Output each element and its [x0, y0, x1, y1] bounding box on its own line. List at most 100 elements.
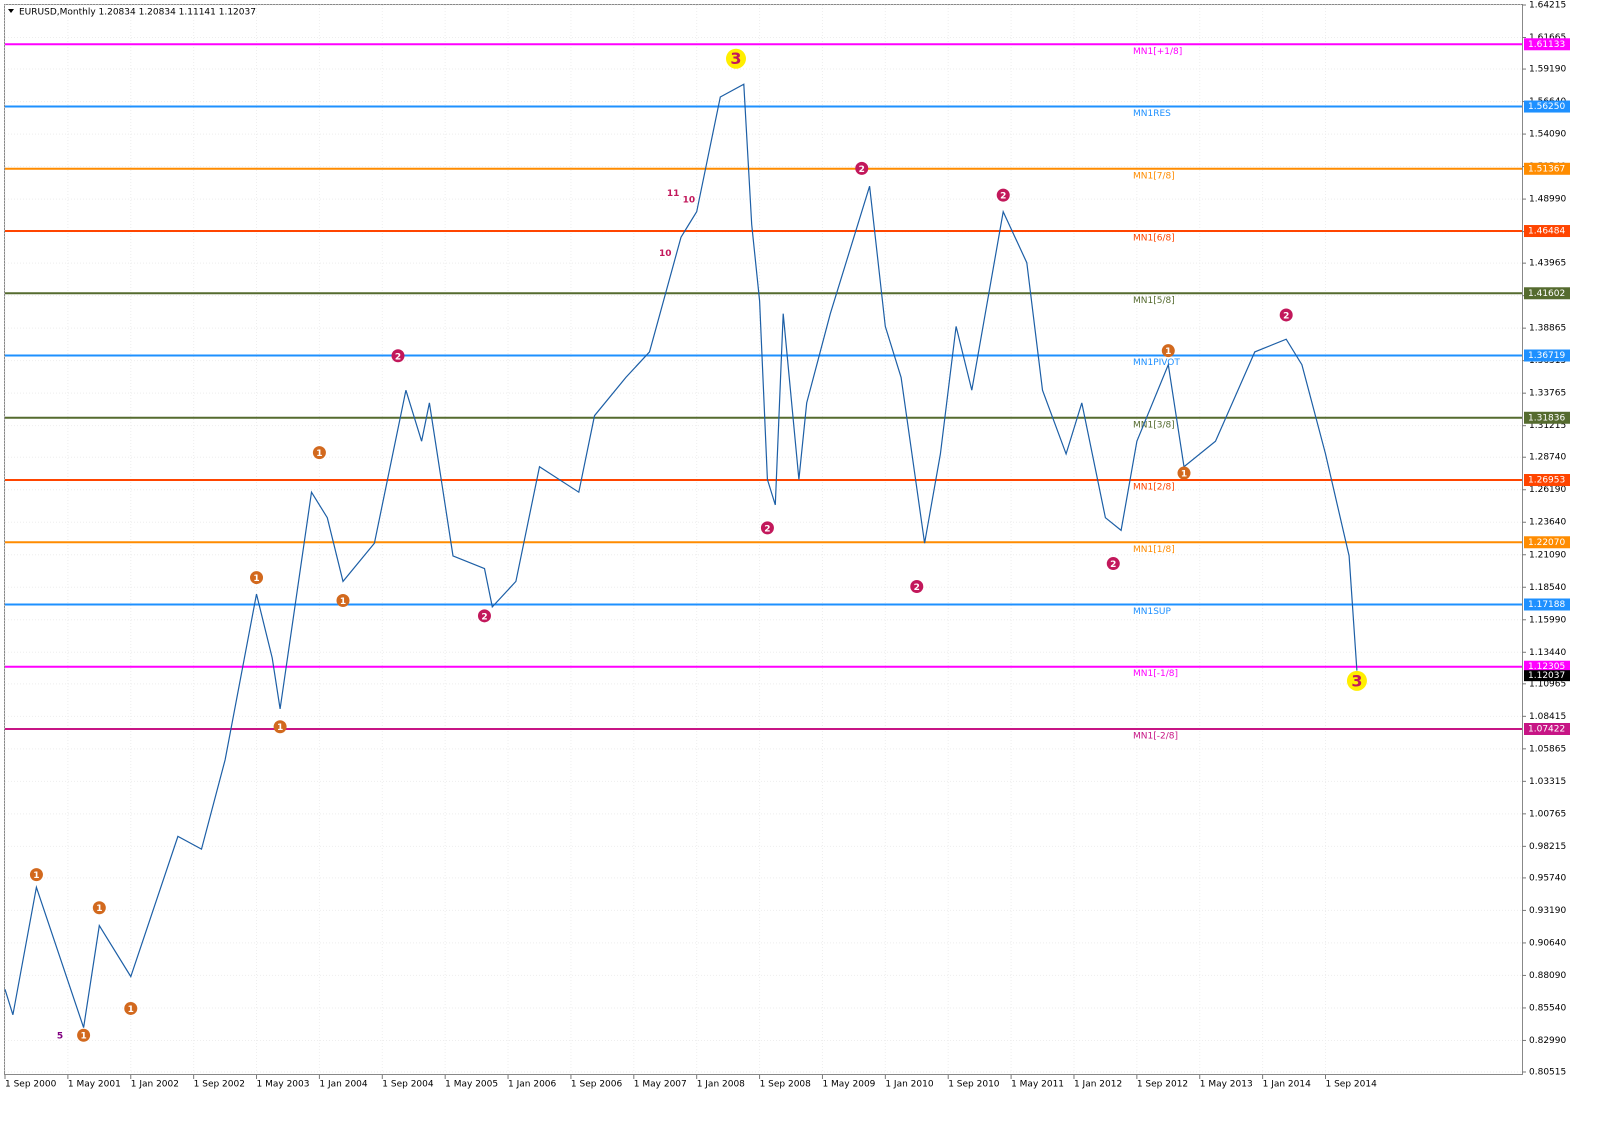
x-tick-label: 1 Jan 2010 — [885, 1080, 933, 1090]
level-price-box — [1524, 38, 1570, 51]
x-tick-label: 1 May 2003 — [257, 1080, 310, 1090]
level-name: MN1[+1/8] — [1133, 47, 1182, 57]
y-tick-label: 1.38865 — [1529, 324, 1566, 334]
level-price-box — [1524, 349, 1570, 362]
pivot-label: 2 — [859, 165, 865, 175]
pivot-label: 2 — [1283, 311, 1289, 321]
x-tick-label: 1 Sep 2014 — [1325, 1080, 1377, 1090]
y-tick-label: 1.00765 — [1529, 809, 1566, 819]
y-tick-label: 1.21090 — [1529, 550, 1566, 560]
y-tick-label: 0.98215 — [1529, 842, 1566, 852]
y-tick-label: 0.93190 — [1529, 906, 1566, 916]
pivot-label: 1 — [80, 1032, 86, 1042]
y-tick-label: 1.28740 — [1529, 453, 1566, 463]
level-price: 1.07422 — [1528, 724, 1565, 734]
level-name: MN1PIVOT — [1133, 358, 1180, 368]
y-tick-label: 0.88090 — [1529, 971, 1566, 981]
y-tick-label: 1.13440 — [1529, 648, 1566, 658]
pivot-label: 1 — [33, 871, 39, 881]
level-name: MN1[-1/8] — [1133, 669, 1178, 679]
pivot-label: 2 — [764, 524, 770, 534]
level-price: 1.17188 — [1528, 600, 1565, 610]
y-tick-label: 1.61665 — [1529, 33, 1566, 43]
y-tick-label: 1.48990 — [1529, 195, 1566, 205]
pivot-label: 2 — [481, 612, 487, 622]
pivot-label: 11 — [667, 189, 680, 199]
pivot-label: 5 — [57, 1032, 63, 1042]
level-name: MN1[5/8] — [1133, 296, 1175, 306]
pivot-marker — [855, 161, 869, 175]
pivot-marker — [1177, 466, 1191, 480]
pivot-label: 1 — [277, 723, 283, 733]
pivot-marker — [391, 349, 405, 363]
y-tick-label: 1.10965 — [1529, 679, 1566, 689]
y-tick-label: 1.08415 — [1529, 712, 1566, 722]
level-name: MN1[6/8] — [1133, 234, 1175, 244]
y-tick-label: 0.95740 — [1529, 873, 1566, 883]
x-tick-label: 1 Sep 2006 — [571, 1080, 623, 1090]
x-tick-label: 1 May 2005 — [445, 1080, 498, 1090]
level-price: 1.31836 — [1528, 413, 1565, 423]
pivot-label: 2 — [914, 583, 920, 593]
level-name: MN1[3/8] — [1133, 420, 1175, 430]
pivot-label: 2 — [395, 352, 401, 362]
pivot-marker — [77, 1028, 91, 1042]
y-tick-label: 0.82990 — [1529, 1036, 1566, 1046]
y-tick-label: 1.03315 — [1529, 777, 1566, 787]
pivot-label: 1 — [253, 574, 259, 584]
pivot-marker — [725, 48, 746, 69]
pivot-label: 1 — [1165, 347, 1171, 357]
level-price-box — [1524, 536, 1570, 549]
level-price: 1.61133 — [1528, 40, 1565, 50]
x-tick-label: 1 Sep 2012 — [1137, 1080, 1188, 1090]
level-price: 1.12305 — [1528, 662, 1565, 672]
x-tick-label: 1 May 2001 — [68, 1080, 121, 1090]
pivot-marker — [760, 521, 774, 535]
pivot-label: 1 — [340, 597, 346, 607]
x-tick-label: 1 May 2007 — [634, 1080, 687, 1090]
y-tick-label: 1.26190 — [1529, 485, 1566, 495]
level-price-box — [1524, 287, 1570, 300]
y-tick-label: 0.90640 — [1529, 938, 1566, 948]
y-tick-label: 1.59190 — [1529, 65, 1566, 75]
pivot-marker — [996, 188, 1010, 202]
level-price-box — [1524, 225, 1570, 238]
chart-title: EURUSD,Monthly 1.20834 1.20834 1.11141 1… — [19, 8, 256, 18]
x-tick-label: 1 Sep 2004 — [382, 1080, 434, 1090]
pivot-label: 1 — [96, 904, 102, 914]
y-tick-label: 1.64215 — [1529, 1, 1566, 11]
y-tick-label: 0.80515 — [1529, 1068, 1566, 1078]
level-name: MN1SUP — [1133, 607, 1172, 617]
level-price: 1.22070 — [1528, 538, 1565, 548]
level-name: MN1RES — [1133, 109, 1171, 119]
x-tick-label: 1 Jan 2002 — [131, 1080, 179, 1090]
pivot-marker — [1279, 308, 1293, 322]
pivot-marker — [477, 609, 491, 623]
x-tick-label: 1 Sep 2002 — [194, 1080, 245, 1090]
y-tick-label: 1.33765 — [1529, 389, 1566, 399]
level-name: MN1[1/8] — [1133, 545, 1175, 555]
pivot-label: 10 — [659, 249, 672, 259]
pivot-label: 1 — [1181, 470, 1187, 480]
level-price: 1.56250 — [1528, 102, 1565, 112]
y-tick-label: 0.85540 — [1529, 1003, 1566, 1013]
y-tick-label: 1.54090 — [1529, 130, 1566, 140]
last-price: 1.12037 — [1528, 671, 1565, 681]
pivot-marker — [312, 446, 326, 460]
level-price-box — [1524, 162, 1570, 175]
pivot-label: 2 — [1000, 192, 1006, 202]
y-tick-label: 1.05865 — [1529, 744, 1566, 754]
pivot-marker — [92, 901, 106, 915]
menu-arrow[interactable] — [8, 9, 14, 13]
pivot-marker — [1106, 557, 1120, 571]
level-price-box — [1524, 411, 1570, 424]
x-tick-label: 1 Jan 2004 — [319, 1080, 367, 1090]
level-price: 1.46484 — [1528, 227, 1565, 237]
level-price-box — [1524, 598, 1570, 611]
level-price: 1.26953 — [1528, 476, 1565, 486]
level-price-box — [1524, 722, 1570, 735]
y-tick-label: 1.15990 — [1529, 615, 1566, 625]
level-price-box — [1524, 100, 1570, 113]
